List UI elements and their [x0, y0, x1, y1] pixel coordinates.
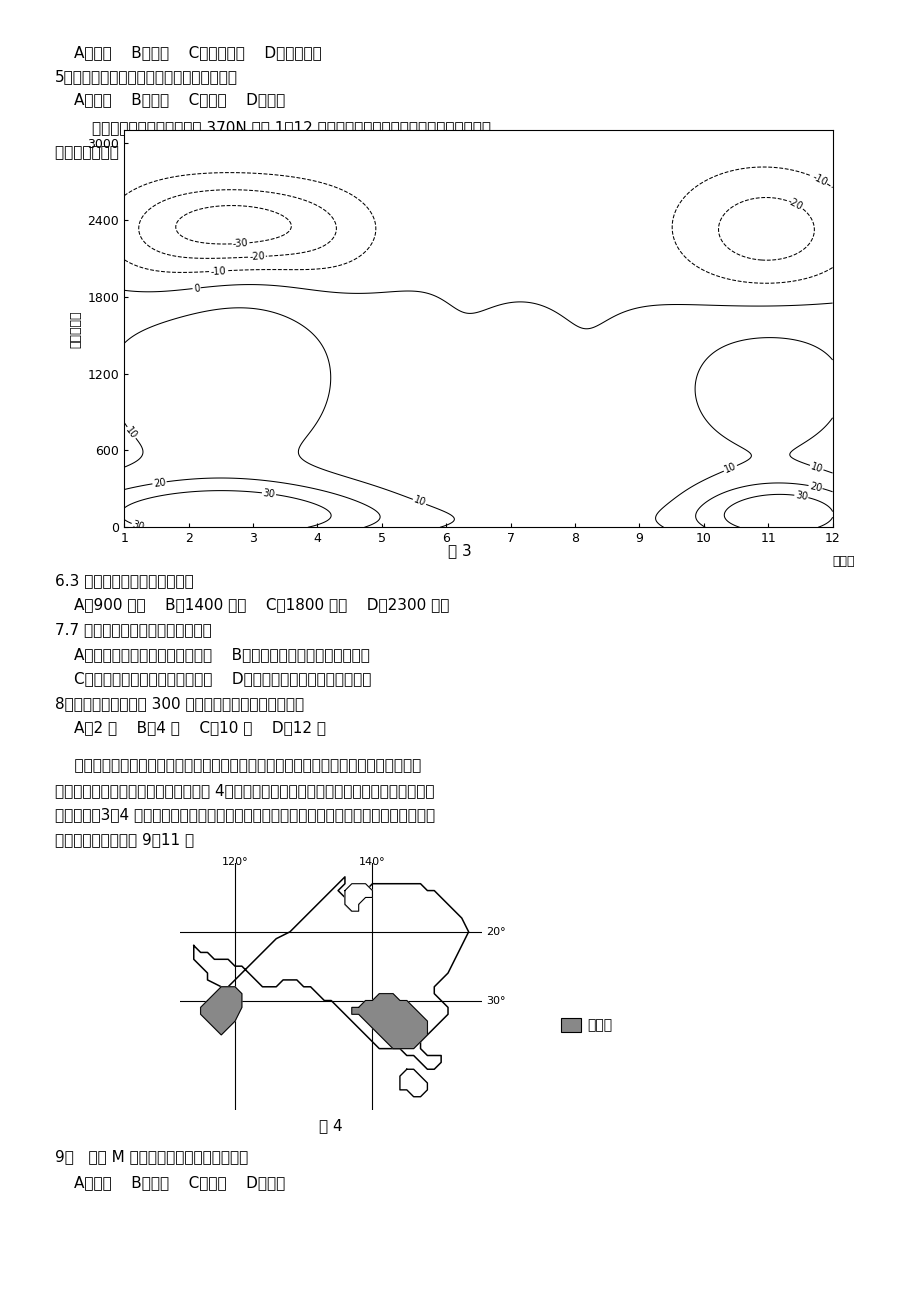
- Text: 6.3 月，最大降水高度约在海拔: 6.3 月，最大降水高度约在海拔: [55, 573, 194, 589]
- Text: 30°: 30°: [485, 996, 505, 1005]
- Text: 碱危害。科学家发现在南部小麦带（图 4）盐渍化农田上种植一种根系发达、吸水性强的盐生: 碱危害。科学家发现在南部小麦带（图 4）盐渍化农田上种植一种根系发达、吸水性强的…: [55, 783, 435, 798]
- Text: 图３为美国西部内华达山脉 370N 西坡 1～12 月降水垂直递增率分布图。降水垂直递增率: 图３为美国西部内华达山脉 370N 西坡 1～12 月降水垂直递增率分布图。降水…: [92, 121, 491, 135]
- Text: （月）: （月）: [832, 555, 854, 568]
- Text: 澳大利亚地势低平地区，地下水位较高，盐分容易随地下水蒸发面上升到地表，造成盐: 澳大利亚地势低平地区，地下水位较高，盐分容易随地下水蒸发面上升到地表，造成盐: [55, 758, 421, 773]
- Text: 8．下列各月中，海拔 300 米处降水垂直递增率最小的是: 8．下列各月中，海拔 300 米处降水垂直递增率最小的是: [55, 697, 304, 711]
- Text: -20: -20: [785, 197, 804, 212]
- Y-axis label: 海拔（米）: 海拔（米）: [69, 310, 82, 348]
- Text: 10: 10: [124, 424, 139, 440]
- Text: 20°: 20°: [485, 927, 505, 937]
- Polygon shape: [351, 993, 427, 1048]
- Text: 0: 0: [193, 283, 200, 293]
- Text: 7.7 月降水垂直变化小的原因主要是: 7.7 月降水垂直变化小的原因主要是: [55, 622, 211, 637]
- Polygon shape: [345, 884, 372, 911]
- Text: 20: 20: [153, 477, 166, 488]
- Text: 灌木滨藜。3～4 年后，土壤盐分明显降低，并可在盐生灌木行间种植大麦、燕麦等作物，发: 灌木滨藜。3～4 年后，土壤盐分明显降低，并可在盐生灌木行间种植大麦、燕麦等作物…: [55, 807, 435, 823]
- Polygon shape: [200, 987, 242, 1035]
- Text: 10: 10: [722, 461, 737, 475]
- Text: 9．   图中 M 地土壤盐分含量最低时为该地: 9． 图中 M 地土壤盐分含量最低时为该地: [55, 1150, 248, 1164]
- Text: 展畜牧业。据此完成 9～11 题: 展畜牧业。据此完成 9～11 题: [55, 832, 194, 848]
- Text: 30: 30: [262, 488, 276, 500]
- Text: 小麦带: 小麦带: [586, 1018, 611, 1032]
- Text: A．日照    B．气温    C．土壤    D．河流: A．日照 B．气温 C．土壤 D．河流: [74, 92, 285, 108]
- Text: 30: 30: [130, 519, 145, 533]
- Text: 5．影响该地区耕地和草地分布的主导因素是: 5．影响该地区耕地和草地分布的主导因素是: [55, 69, 238, 85]
- Text: 图 3: 图 3: [448, 543, 471, 559]
- Text: -20: -20: [248, 251, 265, 262]
- Text: 图 4: 图 4: [319, 1118, 343, 1133]
- Text: C．受低压影响，各海拔降水均多    D．受海风影响，各海拔降水均多: C．受低压影响，各海拔降水均多 D．受海风影响，各海拔降水均多: [74, 672, 370, 686]
- Text: A．春季    B．夏季    C．秋季    D．冬季: A．春季 B．夏季 C．秋季 D．冬季: [74, 1176, 285, 1190]
- Bar: [561, 1018, 581, 1032]
- Text: 30: 30: [794, 491, 808, 503]
- Text: 10: 10: [412, 495, 426, 509]
- Text: 120°: 120°: [221, 857, 248, 867]
- Text: A．位于背风坡，各海拔降水均少    B．受高压控制，各海拔降水均少: A．位于背风坡，各海拔降水均少 B．受高压控制，各海拔降水均少: [74, 647, 369, 661]
- Text: -10: -10: [810, 172, 828, 187]
- Text: 20: 20: [808, 480, 822, 493]
- Text: A．2 月    B．4 月    C．10 月    D．12 月: A．2 月 B．4 月 C．10 月 D．12 月: [74, 720, 325, 736]
- Text: -10: -10: [210, 266, 226, 276]
- Text: 是指海拔每上升 100 米降水的增加量（毫米／100 米）。据此完成 6～8 题。: 是指海拔每上升 100 米降水的增加量（毫米／100 米）。据此完成 6～8 题…: [55, 145, 412, 159]
- Text: 140°: 140°: [358, 857, 385, 867]
- Text: 10: 10: [809, 461, 823, 474]
- Text: A．河流    B．地形    C．市场需求    D．交通运输: A．河流 B．地形 C．市场需求 D．交通运输: [74, 46, 321, 61]
- Text: -30: -30: [233, 238, 248, 249]
- Text: A．900 米处    B．1400 米处    C．1800 米处    D．2300 米处: A．900 米处 B．1400 米处 C．1800 米处 D．2300 米处: [74, 598, 448, 612]
